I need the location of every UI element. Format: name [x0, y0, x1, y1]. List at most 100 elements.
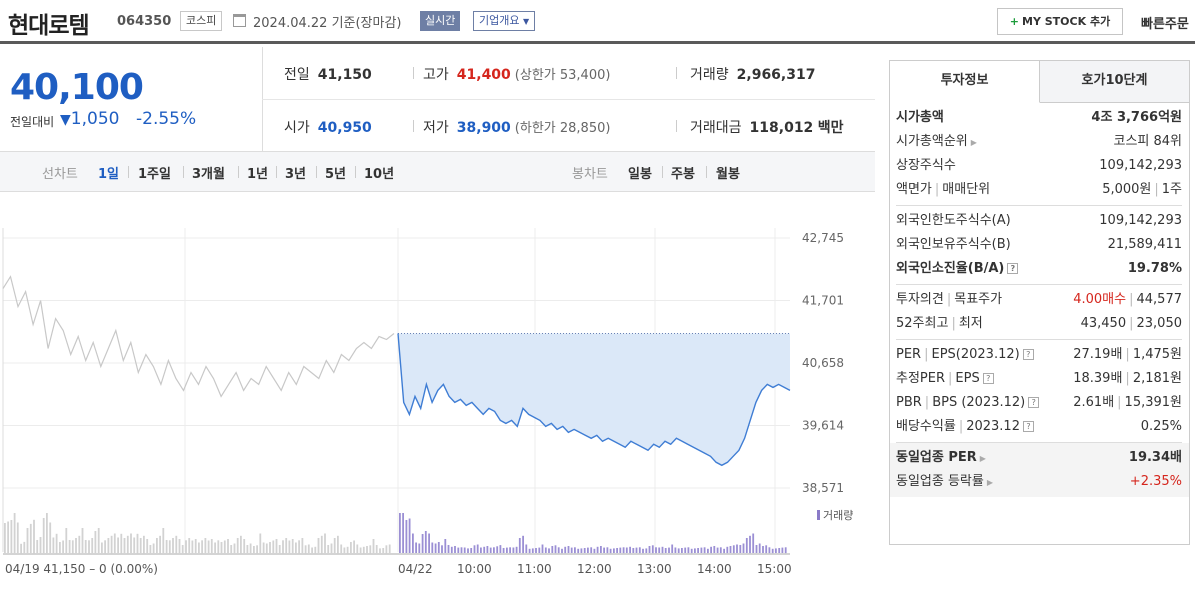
stock-header: 현대로템 064350 코스피 2024.04.22 기준(장마감) 실시간 기… [0, 0, 1195, 44]
volume-legend-swatch [817, 510, 820, 520]
volume-bar [353, 540, 355, 553]
tab-weekly[interactable]: 주봉 [671, 167, 695, 182]
upper-limit: (상한가 53,400) [514, 68, 611, 83]
divider [413, 67, 414, 79]
volume-bar [606, 547, 609, 554]
volume-bar [230, 545, 233, 553]
cap-rank-text: 시가총액순위 [896, 134, 968, 149]
divider [262, 99, 875, 100]
tab-5y[interactable]: 5년 [325, 167, 347, 182]
tab-3y[interactable]: 3년 [285, 167, 307, 182]
volume-bar [749, 535, 751, 554]
volume-bar [120, 533, 123, 554]
line-chart-label: 선차트 [42, 167, 78, 182]
volume-bar [460, 547, 463, 554]
y-tick-label: 40,658 [802, 356, 844, 370]
volume-bar [71, 540, 74, 554]
trade-unit-text: 매매단위 [942, 182, 991, 197]
volume-bar [366, 546, 368, 553]
quick-order-link[interactable]: 빠른주문 [1141, 17, 1189, 32]
per-label: PER | EPS(2023.12)? [896, 343, 1034, 367]
tab-invest-info[interactable]: 투자정보 [890, 61, 1040, 103]
volume-bar [541, 544, 544, 553]
face-value-label: 액면가 | 매매단위 [896, 182, 991, 197]
volume-bar [399, 513, 401, 553]
company-overview-dropdown[interactable]: 기업개요 ▼ [473, 11, 536, 31]
tab-10y[interactable]: 10년 [364, 167, 395, 182]
est-per-number: 18.39배 [1073, 371, 1123, 386]
realtime-button[interactable]: 실시간 [420, 11, 461, 31]
foreign-limit-label: 외국인한도주식수(A) [896, 213, 1011, 228]
volume-bar [619, 547, 622, 553]
volume-bar [574, 547, 576, 554]
cap-rank-label[interactable]: 시가총액순위 ▶ [896, 130, 977, 154]
divider [276, 166, 277, 178]
tab-daily[interactable]: 일봉 [628, 167, 652, 182]
volume-bar [525, 544, 528, 553]
help-icon[interactable]: ? [1022, 421, 1034, 432]
volume-bar [538, 547, 541, 553]
volume-bar [593, 548, 596, 554]
tab-1d[interactable]: 1일 [98, 167, 120, 182]
help-icon[interactable]: ? [1007, 263, 1019, 274]
volume-bar [139, 538, 142, 553]
market-cap-value: 4조 3,766억원 [1091, 110, 1182, 125]
volume-bar [600, 546, 602, 553]
tab-3m[interactable]: 3개월 [192, 167, 225, 182]
prev-close: 전일 41,150 [284, 64, 372, 84]
tab-1w[interactable]: 1주일 [138, 167, 171, 182]
volume-bar [117, 537, 119, 553]
volume-bar [551, 546, 554, 553]
low-label: 저가 [423, 120, 449, 136]
volume-bar [194, 539, 197, 553]
volume-bar [26, 528, 29, 553]
volume-bar [470, 548, 473, 553]
volume-bar [295, 542, 297, 553]
foreign-ratio-label: 외국인소진율(B/A)? [896, 257, 1019, 281]
help-icon[interactable]: ? [1028, 397, 1040, 408]
tab-order-book[interactable]: 호가10단계 [1040, 61, 1189, 103]
volume-bar [694, 548, 696, 553]
volume-bar [275, 539, 278, 553]
reference-date: 2024.04.22 기준(장마감) [253, 16, 402, 31]
volume-bar [739, 545, 742, 553]
volume-bar [107, 538, 110, 553]
volume-bar [671, 544, 674, 553]
volume-bar [55, 533, 58, 554]
volume-bar [642, 548, 644, 554]
volume-bar [535, 548, 537, 553]
volume-bar [771, 548, 774, 554]
volume-bar [528, 548, 531, 554]
volume-bar [645, 548, 648, 553]
volume-bar [343, 547, 346, 553]
volume-bar [188, 538, 191, 553]
volume-bar [259, 533, 262, 553]
volume-bar [570, 547, 573, 553]
tab-monthly[interactable]: 월봉 [716, 167, 740, 182]
volume-bar [745, 538, 748, 553]
sector-per-label[interactable]: 동일업종 PER ▶ [896, 446, 986, 470]
volume-bar [677, 548, 680, 553]
volume-bar [236, 538, 239, 553]
volume-bar [437, 542, 440, 553]
chevron-right-icon: ▶ [986, 478, 994, 487]
volume-bar [719, 547, 722, 554]
x-tick-label: 04/22 [398, 562, 433, 576]
volume-bar [713, 546, 716, 553]
add-my-stock-button[interactable]: + MY STOCK 추가 [997, 8, 1123, 35]
volume-bar [544, 547, 547, 553]
help-icon[interactable]: ? [1022, 349, 1034, 360]
sector-rate-label[interactable]: 동일업종 등락률 ▶ [896, 470, 993, 494]
tab-1y[interactable]: 1년 [247, 167, 269, 182]
dividend-label: 배당수익률 | 2023.12? [896, 415, 1034, 439]
divider [128, 166, 129, 178]
y-tick-label: 41,701 [802, 294, 844, 308]
volume-bar [567, 546, 570, 553]
volume-bar [249, 543, 252, 553]
opinion-label: 투자의견 | 목표주가 [896, 292, 1003, 307]
est-per-value: 18.39배 | 2,181원 [1073, 371, 1182, 386]
volume-bar [204, 538, 207, 553]
volume-bar [457, 547, 460, 553]
help-icon[interactable]: ? [982, 373, 994, 384]
volume-bar [506, 547, 508, 553]
